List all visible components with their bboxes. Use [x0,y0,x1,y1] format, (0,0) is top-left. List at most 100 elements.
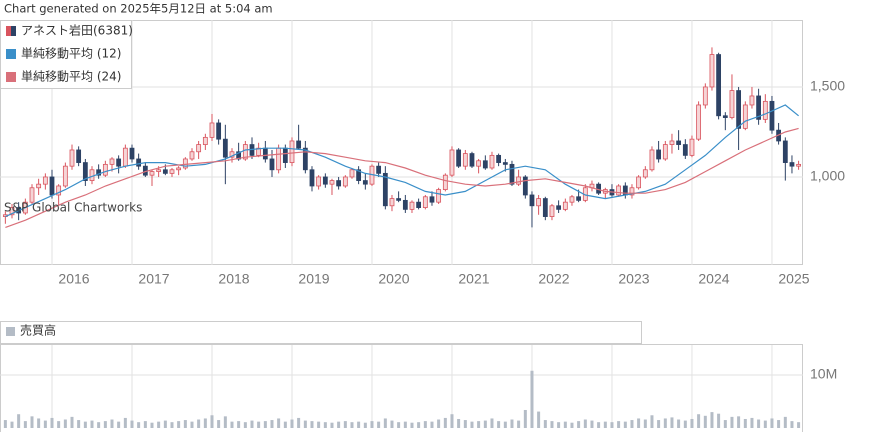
volume-bar [690,418,694,428]
price-frame [0,20,803,265]
volume-bar [737,416,741,428]
candle-body [222,138,228,158]
candle-body [389,198,395,207]
candle-body [656,149,662,160]
volume-bar [37,418,41,428]
volume-bar [463,420,467,428]
volume-bar [297,417,301,428]
candle-body [629,187,635,196]
candle-body [36,183,42,189]
candle-body [436,189,442,203]
volume-bar [363,422,367,428]
moving-average-line [5,127,799,228]
candle-body [422,196,428,208]
legend-box [0,20,132,89]
legend-swatch [6,49,16,59]
volume-bar [630,420,634,428]
x-tick-label: 2025 [778,271,809,287]
candle-body [296,140,302,149]
candle-body [162,169,168,174]
x-tick-label: 2024 [698,271,729,287]
candle-body [282,147,288,163]
volume-bar [517,420,521,428]
volume-bar [50,417,54,428]
candle-body [202,136,208,145]
watermark: S&P Global Chartworks [4,201,142,215]
volume-bar [170,422,174,428]
candle-body [529,194,535,207]
volume-bar [497,421,501,428]
volume-bar [3,420,7,428]
x-tick-label: 2019 [298,271,329,287]
candle-body [516,176,522,185]
candle-body [456,149,462,167]
candle-body [82,162,88,181]
volume-bar [590,420,594,428]
volume-bar [203,418,207,428]
candle-body [522,176,528,196]
volume-bar [63,419,67,428]
candle-body [276,147,282,171]
candle-body [62,165,68,187]
volume-bar [537,411,541,428]
volume-bar [637,418,641,428]
candle-body [489,154,495,169]
volume-bar [650,415,654,428]
candle-body [169,169,175,174]
volume-bar [763,420,767,428]
volume-bar [157,421,161,428]
volume-bar [123,417,127,428]
candle-body [556,205,562,210]
x-tick-label: 2017 [138,271,169,287]
candle-body [562,201,568,210]
candle-body [542,198,548,217]
candle-body [322,176,328,185]
volume-bar [237,421,241,428]
candle-body [89,169,95,181]
candle-body [409,201,415,210]
candle-body [309,169,315,187]
volume-bar [257,421,261,428]
x-tick-label: 2018 [218,271,249,287]
volume-bar [243,422,247,428]
candle-body [42,176,48,185]
candle-body [269,158,275,171]
volume-bar [730,416,734,428]
volume-bar [457,418,461,428]
volume-bar [223,416,227,428]
candle-body [76,149,82,163]
candle-body [149,171,155,176]
candle-body [209,122,215,138]
volume-bar [103,421,107,428]
candle-body [689,138,695,156]
volume-bar [283,421,287,428]
candle-body [216,122,222,140]
candle-body [396,198,402,201]
volume-bar [217,420,221,428]
volume-bar [403,421,407,428]
volume-bar [377,421,381,428]
volume-bar [577,421,581,428]
volume-bar [437,419,441,428]
candle-body [122,147,128,167]
volume-bar [410,422,414,428]
volume-bar [177,421,181,428]
candle-body [342,176,348,187]
candle-body [109,158,115,165]
volume-bar [30,416,34,428]
legend-swatch [11,26,16,36]
volume-bar [470,421,474,428]
legend-swatch [6,72,16,82]
candle-body [196,144,202,153]
volume-bar [710,412,714,428]
volume-bar [430,421,434,428]
candle-body [189,151,195,160]
candle-body [676,140,682,145]
candle-body [356,169,362,181]
candle-body [442,174,448,190]
volume-bar [77,420,81,428]
candle-body [302,147,308,171]
volume-bar [550,421,554,428]
volume-bar [397,422,401,428]
